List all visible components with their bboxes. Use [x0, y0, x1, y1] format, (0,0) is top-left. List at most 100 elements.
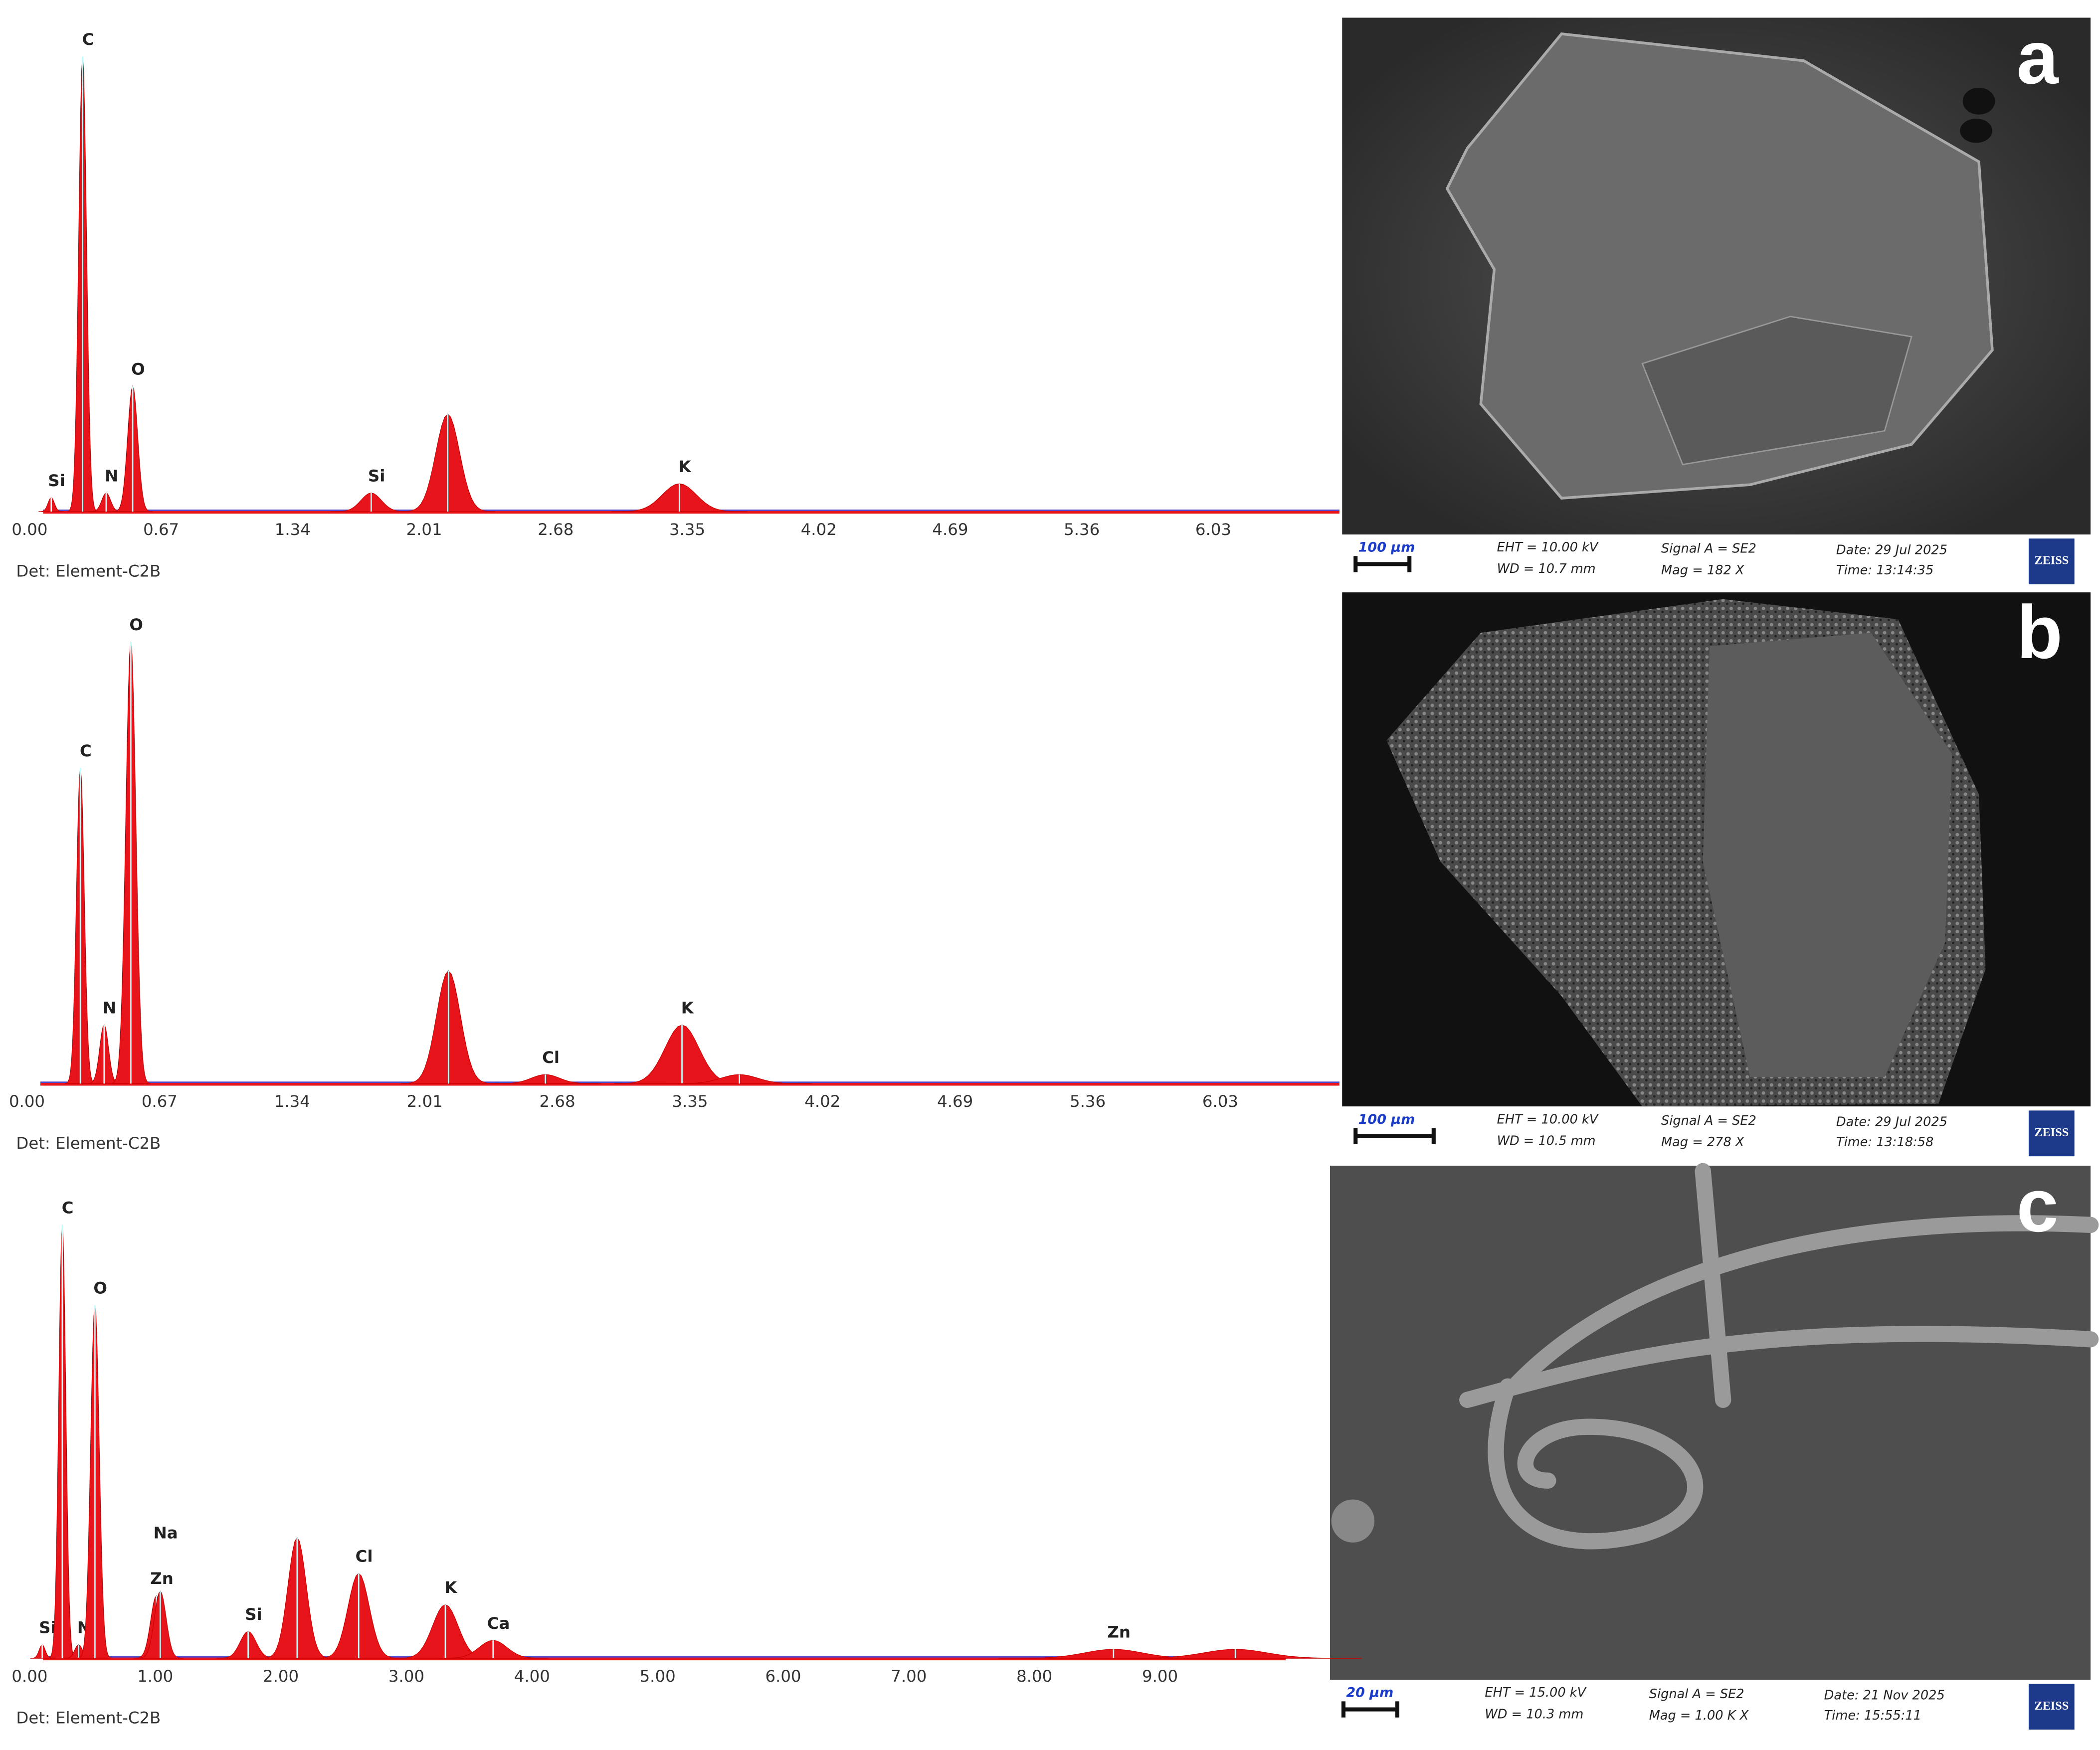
sem-panel-a	[1342, 17, 2091, 535]
x-tick-label: 6.00	[765, 1667, 801, 1686]
x-tick-label: 4.00	[514, 1667, 550, 1686]
x-tick-label: 2.68	[538, 520, 573, 539]
x-tick-label: 6.03	[1195, 520, 1231, 539]
x-tick-label: 2.01	[406, 520, 442, 539]
scale-bar-label: 100 µm	[1358, 540, 1415, 555]
logo: ZEISS	[2034, 1699, 2069, 1713]
peak-label: Ca	[487, 1614, 510, 1633]
peak-label: K	[681, 998, 695, 1017]
logo: ZEISS	[2034, 554, 2069, 567]
x-tick-label: 1.34	[274, 1092, 310, 1111]
sem-smooth-region	[1703, 633, 1952, 1077]
peak-label: Si	[48, 471, 65, 490]
x-tick-label: 7.00	[891, 1667, 927, 1686]
peak-label: Zn	[150, 1569, 174, 1588]
x-tick-label: 4.69	[937, 1092, 973, 1111]
peak-label: C	[82, 30, 94, 49]
scale-bar-label: 20 µm	[1346, 1685, 1393, 1701]
time: Time: 13:14:35	[1836, 563, 1933, 578]
sem-fibers	[1459, 1163, 2099, 1550]
x-tick-label: 8.00	[1016, 1667, 1052, 1686]
peak-label: N	[105, 467, 118, 486]
sem-info: c 20 µm EHT = 15.00 kV WD = 10.3 mm Signal A…	[1330, 1164, 2091, 1734]
sem-panel-b	[1342, 592, 2091, 1107]
x-tick-label: 2.68	[539, 1092, 575, 1111]
peak-label: O	[93, 1279, 107, 1298]
peak-label: Si	[245, 1605, 262, 1624]
mag: Mag = 278 X	[1661, 1135, 1745, 1150]
detector-label: Det: Element-C2B	[16, 1134, 161, 1153]
scale-bar-label: 100 µm	[1358, 1112, 1415, 1127]
sem-info: b 100 µm EHT = 10.00 kV WD = 10.5 mm Signal …	[1342, 590, 2091, 1161]
date: Date: 29 Jul 2025	[1836, 1115, 1947, 1130]
x-tick-label: 0.00	[11, 1667, 47, 1686]
x-tick-label: 5.36	[1064, 520, 1100, 539]
sem-info: a 100 µm EHT = 10.00 kV WD = 10.7 mm Signal …	[1342, 15, 2091, 589]
x-tick-label: 2.01	[407, 1092, 443, 1111]
eht: EHT = 15.00 kV	[1485, 1685, 1587, 1700]
eht: EHT = 10.00 kV	[1497, 540, 1599, 555]
scale-bar	[1353, 556, 1412, 572]
x-tick-label: 3.35	[672, 1092, 708, 1111]
x-tick-label: 3.35	[669, 520, 705, 539]
sem-hole	[1960, 118, 1993, 143]
wd: WD = 10.5 mm	[1497, 1133, 1596, 1148]
signal: Signal A = SE2	[1661, 1113, 1756, 1128]
info-bar	[1342, 1106, 2091, 1161]
peak-label: Zn	[1107, 1623, 1131, 1642]
peak-label: O	[129, 615, 143, 634]
date: Date: 21 Nov 2025	[1824, 1688, 1945, 1703]
peak-label: C	[62, 1198, 74, 1217]
peak-label: C	[80, 741, 92, 760]
scale-bar	[1353, 1128, 1436, 1144]
x-tick-label: 5.36	[1070, 1092, 1106, 1111]
x-tick-label: 4.02	[804, 1092, 840, 1111]
x-tick-label: 1.00	[137, 1667, 173, 1686]
panel-letter: b	[2017, 590, 2063, 675]
x-tick-label: 3.00	[388, 1667, 424, 1686]
eht: EHT = 10.00 kV	[1497, 1112, 1599, 1127]
sem-hole	[1962, 87, 1995, 115]
peak-label: Si	[368, 467, 385, 486]
peak-label: Si	[39, 1618, 56, 1637]
peak-label: K	[679, 457, 692, 476]
mag: Mag = 1.00 K X	[1649, 1708, 1749, 1723]
sem-flake	[1641, 316, 1912, 466]
detector-label: Det: Element-C2B	[16, 1708, 161, 1727]
peak-label: Na	[154, 1523, 178, 1542]
x-tick-label: 2.00	[263, 1667, 299, 1686]
x-tick-label: 6.03	[1202, 1092, 1238, 1111]
wd: WD = 10.3 mm	[1485, 1707, 1583, 1722]
time: Time: 13:18:58	[1836, 1135, 1933, 1150]
signal: Signal A = SE2	[1649, 1687, 1744, 1702]
logo-box	[2028, 1110, 2075, 1157]
info-bar	[1330, 1680, 2091, 1734]
peak-label: Cl	[542, 1048, 560, 1067]
x-tick-label: 0.67	[143, 520, 179, 539]
x-tick-label: 1.34	[275, 520, 311, 539]
detector-label: Det: Element-C2B	[16, 562, 161, 581]
peak-label: K	[444, 1578, 458, 1597]
x-tick-label: 9.00	[1142, 1667, 1178, 1686]
x-tick-label: 5.00	[640, 1667, 676, 1686]
peak-label: O	[131, 359, 145, 378]
panel-letter: c	[2017, 1164, 2059, 1248]
spectrum: Si C N O Si K	[38, 30, 1339, 514]
sem-debris	[1331, 1499, 1375, 1543]
peak-label: Cl	[356, 1547, 373, 1566]
info-bar	[1342, 534, 2091, 589]
mag: Mag = 182 X	[1661, 563, 1745, 578]
sem-panel-c	[1330, 1163, 2099, 1680]
signal: Signal A = SE2	[1661, 541, 1756, 556]
panel-letter: a	[2017, 15, 2060, 100]
spectrum: C N O Cl K	[40, 615, 1339, 1086]
x-tick-label: 4.69	[932, 520, 968, 539]
time: Time: 15:55:11	[1824, 1708, 1921, 1723]
wd: WD = 10.7 mm	[1497, 561, 1596, 576]
logo: ZEISS	[2034, 1126, 2069, 1139]
x-tick-label: 0.00	[9, 1092, 45, 1111]
peak-label: N	[103, 998, 116, 1017]
